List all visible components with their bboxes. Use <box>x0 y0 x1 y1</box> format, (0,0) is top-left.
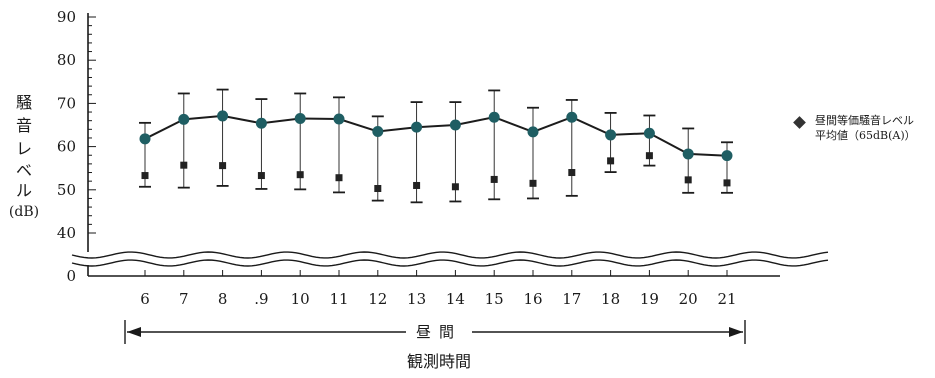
x-tick-label: 16 <box>523 290 542 308</box>
x-tick-label: 13 <box>407 290 426 308</box>
x-tick-label: .9 <box>254 290 268 308</box>
average-point <box>605 129 617 141</box>
y-axis-label-part: 音 <box>16 116 32 135</box>
square-point <box>529 179 537 187</box>
x-tick-label: 18 <box>601 290 620 308</box>
y-tick-label: 70 <box>57 94 76 112</box>
x-tick-label: 15 <box>485 290 504 308</box>
square-point <box>180 161 188 169</box>
square-point <box>723 179 731 187</box>
y-axis-label: 騒音レベル (dB) <box>9 93 39 220</box>
average-point <box>255 117 267 129</box>
axis-break-wave-upper <box>71 251 829 259</box>
y-axis-label-part: ベ <box>16 161 32 180</box>
square-point <box>684 176 692 184</box>
y-ticks: 0 40 50 60 70 80 90 <box>57 8 76 285</box>
x-tick-label: 10 <box>291 290 310 308</box>
period-arrowhead-left <box>127 327 141 337</box>
x-tick-label: 14 <box>446 290 465 308</box>
average-point <box>643 127 655 139</box>
legend-line-1: 昼間等価騒音レベル <box>815 113 914 127</box>
average-point <box>527 126 539 138</box>
period-arrow: 昼間 <box>124 320 746 344</box>
series-markers <box>139 110 733 193</box>
axis-break <box>71 251 830 267</box>
legend-line-2: 平均値（65dB(A)） <box>815 129 916 142</box>
x-tick-label: 11 <box>329 290 348 308</box>
x-tick-label: 20 <box>679 290 698 308</box>
square-point <box>296 171 304 179</box>
average-point <box>372 125 384 137</box>
y-axis-label-part: 騒 <box>16 93 32 112</box>
y-tick-label: 90 <box>57 8 76 26</box>
error-bars <box>139 88 733 204</box>
axis-break-gap <box>72 254 830 264</box>
square-point <box>374 185 382 193</box>
y-tick-label: 0 <box>66 267 76 285</box>
x-tick-label: 6 <box>140 290 150 308</box>
average-point <box>566 111 578 123</box>
average-point <box>217 110 229 122</box>
legend-diamond-marker <box>793 116 806 129</box>
average-point <box>721 150 733 162</box>
axis-break-wave-lower <box>71 259 829 267</box>
average-point <box>411 121 423 133</box>
y-axis-label-part: (dB) <box>9 204 39 220</box>
x-tick-label: 21 <box>717 290 736 308</box>
square-point <box>257 172 265 180</box>
average-point <box>139 133 151 145</box>
average-point <box>294 113 306 125</box>
y-tick-label: 40 <box>57 224 76 242</box>
legend: 昼間等価騒音レベル 平均値（65dB(A)） <box>793 113 916 142</box>
square-point <box>645 152 653 160</box>
square-point <box>141 172 149 180</box>
series-line-average <box>144 114 728 157</box>
square-point <box>219 162 227 170</box>
x-axis-label: 観測時間 <box>407 352 471 371</box>
x-tick-label: 19 <box>640 290 659 308</box>
y-tick-label: 50 <box>57 181 76 199</box>
square-point <box>451 183 459 191</box>
average-point <box>178 113 190 125</box>
average-point <box>488 111 500 123</box>
average-point <box>449 119 461 131</box>
x-tick-label: 12 <box>368 290 387 308</box>
y-tick-label: 80 <box>57 51 76 69</box>
period-label: 昼間 <box>416 323 462 341</box>
x-tick-label: 17 <box>562 290 581 308</box>
average-point <box>333 113 345 125</box>
series-lines <box>144 114 728 157</box>
x-ticks: 6 7 8 .9 10 11 12 13 14 15 16 17 18 19 20 21 <box>140 290 736 308</box>
square-point <box>490 175 498 183</box>
y-axis-label-part: レ <box>16 139 32 158</box>
period-arrowhead-right <box>729 327 743 337</box>
x-tick-label: 8 <box>218 290 228 308</box>
axes <box>87 13 780 277</box>
square-point <box>413 181 421 189</box>
y-tick-label: 60 <box>57 138 76 156</box>
average-point <box>682 148 694 160</box>
square-point <box>607 157 615 165</box>
square-point <box>335 174 343 182</box>
y-axis-label-part: ル <box>16 181 32 200</box>
square-point <box>568 169 576 177</box>
x-tick-label: 7 <box>179 290 189 308</box>
